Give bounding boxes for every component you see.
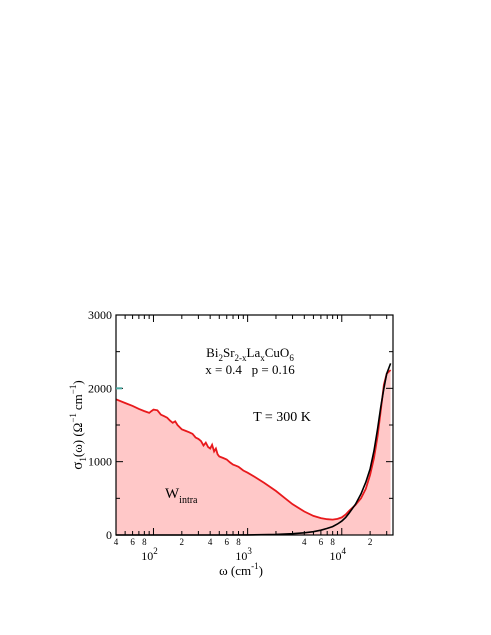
x-major-tick-exponent: 2 bbox=[153, 546, 158, 556]
x-minor-tick-label: 8 bbox=[142, 537, 147, 547]
x-major-tick-base: 10 bbox=[141, 549, 153, 563]
x-minor-tick-label: 4 bbox=[208, 537, 213, 547]
intraband-weight-label: Wintra bbox=[165, 486, 198, 506]
doping-label: x = 0.4 p = 0.16 bbox=[205, 362, 295, 377]
y-tick-label: 2000 bbox=[88, 381, 112, 395]
compound-la-sub: x bbox=[260, 353, 265, 363]
temperature-label: T = 300 K bbox=[253, 410, 311, 425]
x-minor-tick-label: 2 bbox=[368, 537, 373, 547]
compound-bi: Bi bbox=[206, 345, 219, 360]
y-tick-label: 0 bbox=[106, 528, 112, 542]
y-axis-label-sup1: −1 bbox=[68, 413, 78, 423]
compound-sr: Sr bbox=[223, 345, 235, 360]
y-axis-label-sub: 1 bbox=[78, 457, 88, 462]
x-axis-label: ω (cm-1) bbox=[219, 561, 263, 578]
x-major-tick-exponent: 3 bbox=[247, 546, 252, 556]
x-minor-tick-label: 6 bbox=[319, 537, 324, 547]
y-tick-label: 3000 bbox=[88, 308, 112, 322]
y-axis-label-rest: (ω) (Ω bbox=[70, 423, 85, 457]
y-tick-label: 1000 bbox=[88, 455, 112, 469]
compound-sr-sub: 2-x bbox=[235, 353, 247, 363]
y-axis-label: σ1(ω) (Ω−1cm−1) bbox=[68, 380, 88, 469]
intraband-weight-main: W bbox=[165, 486, 180, 502]
interband-model-line bbox=[116, 363, 392, 536]
x-major-tick-label: 103 bbox=[235, 546, 252, 563]
x-minor-tick-label: 8 bbox=[330, 537, 335, 547]
x-minor-tick-label: 6 bbox=[130, 537, 135, 547]
x-axis-label-main: ω (cm bbox=[219, 563, 251, 578]
measured-conductivity-line bbox=[115, 369, 392, 521]
x-axis-label-sup: -1 bbox=[251, 561, 259, 571]
x-minor-tick-label: 4 bbox=[114, 537, 119, 547]
compound-cuo: CuO bbox=[265, 345, 290, 360]
compound-la: La bbox=[247, 345, 261, 360]
x-major-tick-label: 104 bbox=[330, 546, 347, 563]
intraband-weight-sub: intra bbox=[179, 495, 198, 506]
y-axis-label-cm: cm bbox=[70, 394, 85, 410]
compound-bi-sub: 2 bbox=[218, 353, 223, 363]
compound-cuo-sub: 6 bbox=[289, 353, 294, 363]
x-minor-tick-label: 6 bbox=[224, 537, 229, 547]
x-axis-label-close: ) bbox=[259, 563, 263, 578]
x-minor-tick-label: 8 bbox=[236, 537, 241, 547]
compound-label: Bi2Sr2-xLaxCuO6 bbox=[206, 345, 294, 363]
x-major-tick-label: 102 bbox=[141, 546, 158, 563]
intraband-area-fill bbox=[116, 370, 391, 535]
x-minor-tick-label: 2 bbox=[180, 537, 185, 547]
x-major-tick-base: 10 bbox=[235, 549, 247, 563]
x-major-tick-exponent: 4 bbox=[342, 546, 347, 556]
y-axis-label-sigma: σ bbox=[70, 462, 86, 470]
y-axis-label-close: ) bbox=[70, 380, 85, 384]
y-axis-label-sup2: −1 bbox=[68, 385, 78, 395]
x-major-tick-base: 10 bbox=[330, 549, 342, 563]
x-minor-tick-label: 4 bbox=[302, 537, 307, 547]
